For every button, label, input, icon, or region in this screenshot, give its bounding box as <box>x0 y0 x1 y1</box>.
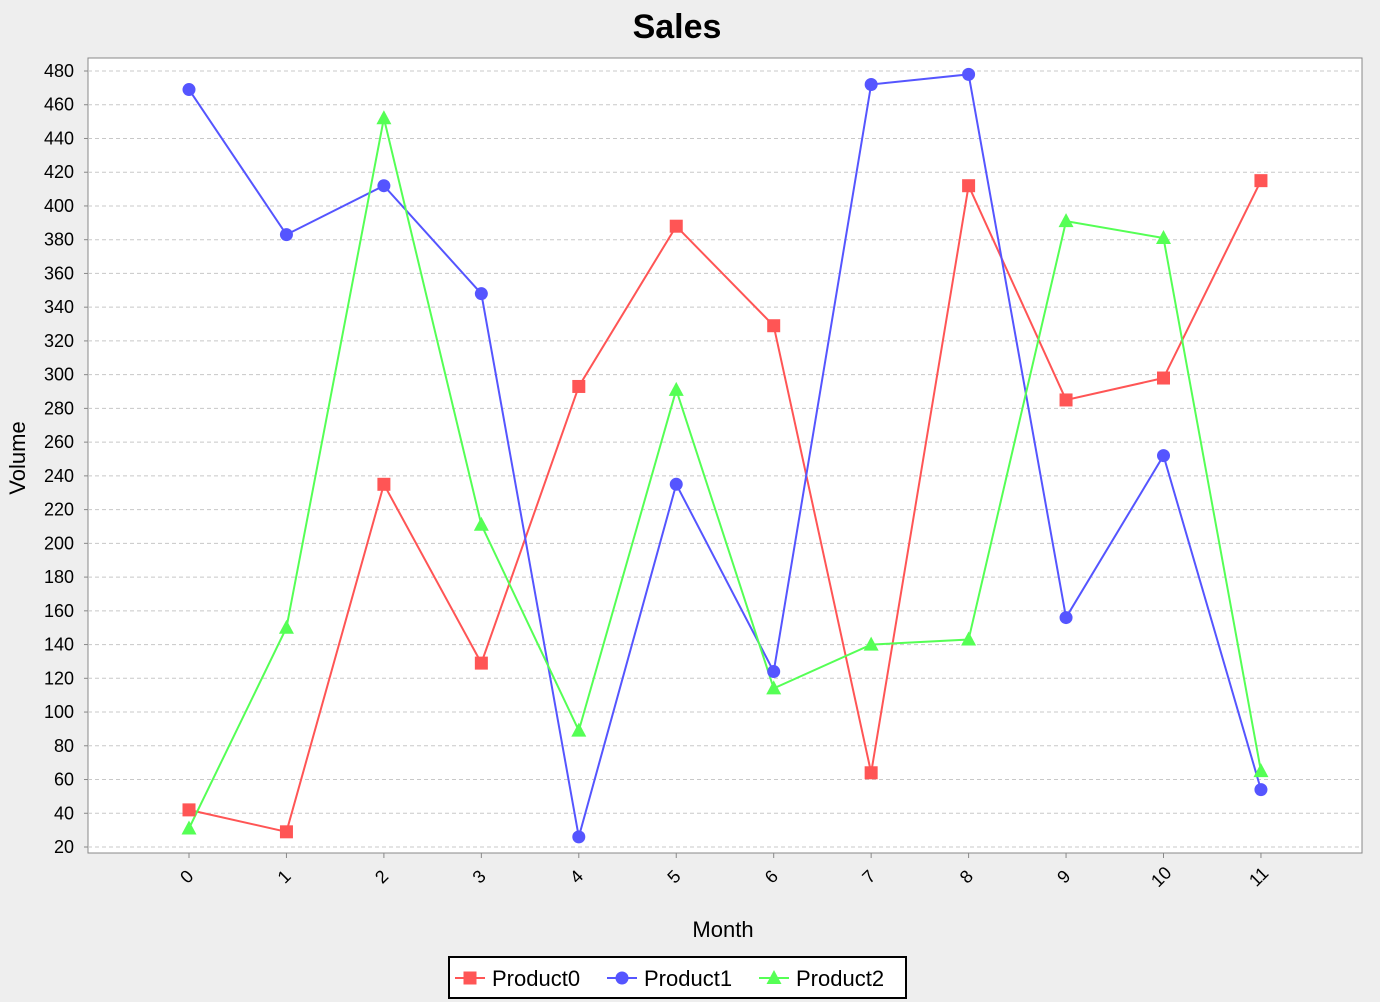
legend-marker <box>766 970 782 984</box>
y-axis-title: Volume <box>5 421 30 494</box>
y-tick-label: 420 <box>44 162 74 182</box>
y-tick-label: 300 <box>44 365 74 385</box>
y-tick-label: 40 <box>54 803 74 823</box>
data-point-product2 <box>863 636 879 651</box>
legend-marker <box>463 971 477 985</box>
data-point-product2 <box>668 381 684 396</box>
data-point-product1 <box>864 77 878 91</box>
y-tick-label: 180 <box>44 567 74 587</box>
data-point-product0 <box>864 766 878 780</box>
data-point-product2 <box>1058 213 1074 228</box>
data-point-product0 <box>182 803 196 817</box>
data-point-product2 <box>376 110 392 125</box>
data-point-product0 <box>279 825 293 839</box>
legend-item-product2: Product2 <box>759 966 884 991</box>
y-tick-label: 200 <box>44 533 74 553</box>
legend-label: Product0 <box>492 966 580 991</box>
data-point-product2 <box>1156 230 1171 245</box>
y-tick-label: 60 <box>54 770 74 790</box>
data-point-product0 <box>572 379 586 393</box>
y-tick-label: 160 <box>44 601 74 621</box>
series-line-product1 <box>188 73 1262 838</box>
plot-area <box>87 57 1363 854</box>
data-point-product1 <box>767 665 781 679</box>
data-point-product2 <box>1253 763 1269 778</box>
y-tick-label: 400 <box>44 196 74 216</box>
x-axis-title: Month <box>692 917 753 942</box>
legend-box <box>448 956 907 999</box>
y-tick-label: 140 <box>44 635 74 655</box>
data-point-product2 <box>766 680 782 695</box>
grid-lines <box>88 70 1362 848</box>
data-point-product0 <box>1059 393 1073 407</box>
y-tick-label: 280 <box>44 398 74 418</box>
data-point-product1 <box>182 83 196 97</box>
data-point-product1 <box>474 287 488 301</box>
y-tick-label: 340 <box>44 297 74 317</box>
data-point-product0 <box>962 179 976 193</box>
y-tick-label: 120 <box>44 668 74 688</box>
series-markers <box>181 67 1269 844</box>
y-tick-label: 320 <box>44 331 74 351</box>
series-line-product0 <box>188 180 1262 834</box>
data-point-product2 <box>961 631 977 646</box>
legend-marker <box>615 971 629 985</box>
data-point-product0 <box>669 219 683 233</box>
data-point-product1 <box>377 179 391 193</box>
legend-item-product1: Product1 <box>607 966 732 991</box>
data-point-product0 <box>377 477 391 491</box>
y-axis-ticks: 20 40 60 80 100 120 140 160 180 200 220 240 260 280 30… <box>44 61 88 857</box>
series-line-product2 <box>188 118 1262 829</box>
data-point-product1 <box>572 830 586 844</box>
data-point-product1 <box>1157 449 1170 463</box>
y-tick-label: 100 <box>44 702 74 722</box>
y-tick-label: 240 <box>44 466 74 486</box>
legend-label: Product2 <box>796 966 884 991</box>
y-tick-label: 20 <box>54 837 74 857</box>
y-tick-label: 80 <box>54 736 74 756</box>
chart-title: Sales <box>633 8 722 46</box>
series-lines <box>188 73 1262 838</box>
data-point-product1 <box>1059 611 1073 625</box>
data-point-product2 <box>571 722 587 737</box>
data-point-product1 <box>962 67 976 81</box>
y-tick-label: 260 <box>44 432 74 452</box>
y-tick-label: 460 <box>44 95 74 115</box>
data-point-product0 <box>474 656 488 670</box>
data-point-product2 <box>473 516 489 531</box>
y-tick-label: 440 <box>44 128 74 148</box>
y-tick-label: 380 <box>44 230 74 250</box>
data-point-product1 <box>279 228 293 242</box>
data-point-product0 <box>1254 174 1268 188</box>
data-point-product0 <box>1157 371 1170 385</box>
y-tick-label: 220 <box>44 500 74 520</box>
data-point-product0 <box>767 319 781 333</box>
y-tick-label: 480 <box>44 61 74 81</box>
data-point-product1 <box>1254 783 1268 797</box>
data-point-product2 <box>278 619 294 634</box>
legend-label: Product1 <box>644 966 732 991</box>
y-tick-label: 360 <box>44 263 74 283</box>
data-point-product2 <box>181 820 197 835</box>
legend-item-product0: Product0 <box>455 966 580 991</box>
legend: Product0 Product1 Product2 <box>448 956 907 999</box>
data-point-product1 <box>669 477 683 491</box>
